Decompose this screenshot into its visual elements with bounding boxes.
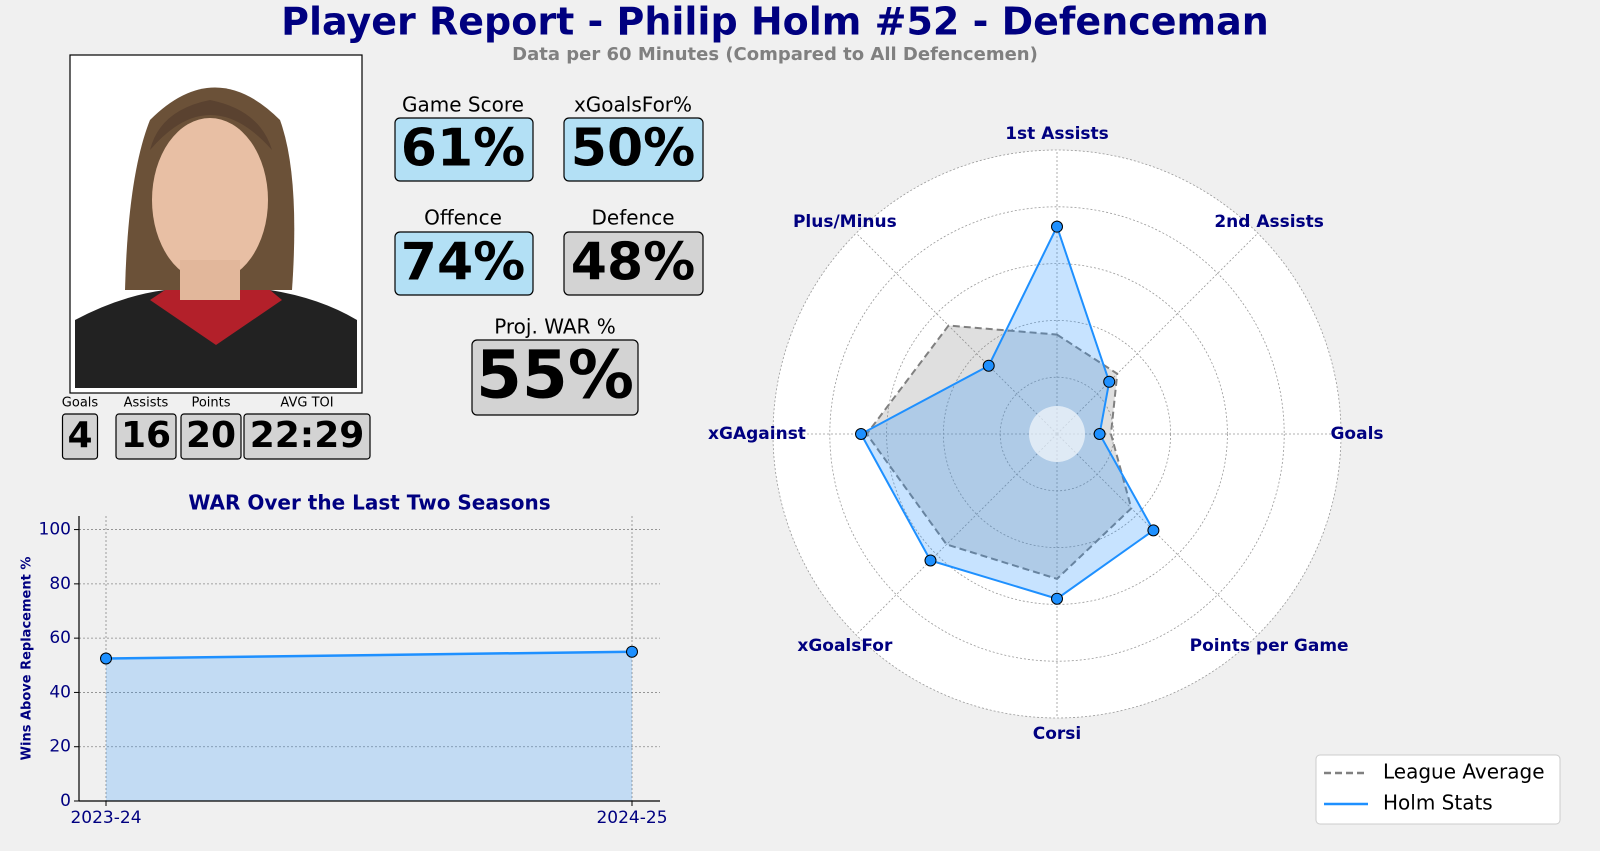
spoke bbox=[1056, 433, 1259, 636]
page-title: Player Report - Philip Holm #52 - Defenc… bbox=[281, 0, 1269, 44]
radar-point bbox=[1051, 220, 1063, 233]
stat-value: 20 bbox=[186, 415, 236, 456]
stat-box bbox=[180, 413, 242, 460]
card-value: 50% bbox=[571, 119, 695, 179]
point bbox=[100, 652, 112, 665]
legend-label: Holm Stats bbox=[1383, 791, 1493, 815]
spoke bbox=[855, 232, 1058, 435]
stat-label: Assists bbox=[124, 396, 169, 411]
radar-point bbox=[1051, 592, 1063, 605]
spoke bbox=[1056, 232, 1259, 435]
card-label: Game Score bbox=[402, 93, 524, 117]
y-tick-label: 100 bbox=[39, 520, 71, 540]
card-value: 61% bbox=[401, 119, 525, 179]
page-subtitle: Data per 60 Minutes (Compared to All Def… bbox=[512, 44, 1038, 65]
y-tick-label: 20 bbox=[49, 737, 71, 757]
y-tick-label: 60 bbox=[49, 628, 71, 648]
axis-label: Goals bbox=[1330, 424, 1383, 444]
stat-label: AVG TOI bbox=[280, 396, 333, 411]
card-box bbox=[563, 231, 704, 296]
grid-ring bbox=[772, 149, 1342, 719]
stat-value: 16 bbox=[121, 415, 171, 456]
radar-center bbox=[1029, 406, 1085, 462]
axis-label: 1st Assists bbox=[1005, 124, 1109, 144]
card-label: xGoalsFor% bbox=[574, 93, 692, 117]
axis-label: 2nd Assists bbox=[1214, 212, 1324, 232]
card-value: 48% bbox=[571, 233, 695, 293]
radar-point bbox=[855, 428, 868, 440]
radar-point bbox=[924, 554, 937, 567]
stat-label: Goals bbox=[62, 396, 99, 411]
y-tick-label: 80 bbox=[49, 574, 71, 594]
stat-label: Points bbox=[191, 396, 230, 411]
card-value: 55% bbox=[476, 337, 634, 414]
card-label: Defence bbox=[591, 206, 674, 230]
y-tick-label: 0 bbox=[60, 791, 71, 811]
axis-label: Plus/Minus bbox=[793, 212, 897, 232]
stat-value: 4 bbox=[67, 415, 92, 456]
x-tick-label: 2023-24 bbox=[70, 808, 141, 828]
y-tick-label: 40 bbox=[49, 682, 71, 702]
card-label: Offence bbox=[424, 206, 502, 230]
axis-label: Points per Game bbox=[1190, 636, 1349, 656]
card-box bbox=[394, 231, 534, 296]
area bbox=[106, 651, 632, 801]
card-value: 74% bbox=[401, 233, 525, 293]
radar-point bbox=[1093, 428, 1106, 440]
stat-box bbox=[243, 413, 371, 460]
chart-title: WAR Over the Last Two Seasons bbox=[188, 491, 550, 515]
card-label: Proj. WAR % bbox=[494, 315, 616, 339]
card-box bbox=[471, 339, 639, 416]
y-axis-label: Wins Above Replacement % bbox=[20, 557, 35, 761]
radar-point bbox=[1147, 524, 1160, 537]
line bbox=[105, 650, 633, 660]
stat-value: 22:29 bbox=[250, 415, 365, 456]
grid-ring bbox=[886, 263, 1228, 605]
radar-point bbox=[1103, 375, 1116, 388]
card-box bbox=[563, 117, 704, 182]
legend-box bbox=[1315, 754, 1561, 825]
point bbox=[626, 645, 638, 658]
x-tick-label: 2024-25 bbox=[596, 808, 667, 828]
legend-label: League Average bbox=[1383, 760, 1545, 784]
axis-label: xGoalsFor bbox=[797, 636, 893, 656]
axis-label: Corsi bbox=[1033, 724, 1082, 744]
grid-ring bbox=[829, 206, 1285, 662]
player-photo bbox=[69, 54, 363, 394]
radar-point bbox=[982, 359, 995, 372]
legend: League Average Holm Stats bbox=[1315, 754, 1561, 825]
card-box bbox=[394, 117, 534, 182]
radar-area bbox=[865, 324, 1133, 580]
stat-box bbox=[115, 413, 177, 460]
stat-box bbox=[61, 413, 99, 460]
spoke bbox=[855, 433, 1058, 636]
axis-label: xGAgainst bbox=[708, 424, 806, 444]
